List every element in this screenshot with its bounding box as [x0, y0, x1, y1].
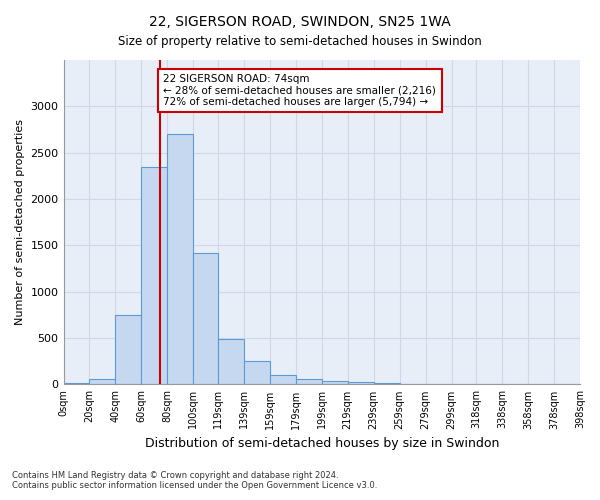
Bar [322, 380, 348, 384]
Text: Contains HM Land Registry data © Crown copyright and database right 2024.
Contai: Contains HM Land Registry data © Crown c… [12, 470, 377, 490]
Bar [193, 253, 218, 384]
Text: Size of property relative to semi-detached houses in Swindon: Size of property relative to semi-detach… [118, 35, 482, 48]
Bar [167, 134, 193, 384]
Bar [142, 166, 167, 384]
Text: 22, SIGERSON ROAD, SWINDON, SN25 1WA: 22, SIGERSON ROAD, SWINDON, SN25 1WA [149, 15, 451, 29]
Bar [218, 339, 244, 384]
Bar [244, 362, 270, 384]
Y-axis label: Number of semi-detached properties: Number of semi-detached properties [15, 119, 25, 325]
Bar [115, 315, 142, 384]
Bar [348, 382, 374, 384]
Bar [64, 382, 89, 384]
X-axis label: Distribution of semi-detached houses by size in Swindon: Distribution of semi-detached houses by … [145, 437, 499, 450]
Text: 22 SIGERSON ROAD: 74sqm
← 28% of semi-detached houses are smaller (2,216)
72% of: 22 SIGERSON ROAD: 74sqm ← 28% of semi-de… [163, 74, 436, 107]
Bar [89, 379, 115, 384]
Bar [270, 375, 296, 384]
Bar [374, 382, 400, 384]
Bar [296, 379, 322, 384]
